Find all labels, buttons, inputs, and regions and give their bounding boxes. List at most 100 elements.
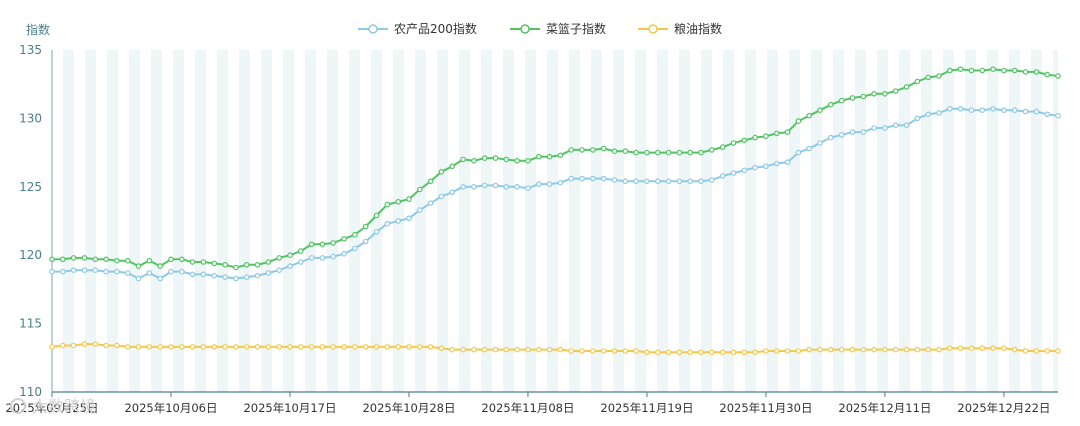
data-point[interactable] — [200, 271, 207, 278]
data-point[interactable] — [752, 349, 758, 356]
data-point[interactable] — [514, 346, 520, 353]
data-point[interactable] — [611, 348, 618, 354]
data-point[interactable] — [795, 118, 802, 124]
data-point[interactable] — [1055, 112, 1061, 119]
data-point[interactable] — [568, 147, 575, 153]
data-point[interactable] — [254, 272, 261, 279]
data-point[interactable] — [146, 344, 153, 350]
data-point[interactable] — [817, 107, 823, 114]
data-point[interactable] — [471, 184, 477, 190]
data-point[interactable] — [395, 218, 402, 224]
data-point[interactable] — [49, 256, 55, 263]
data-point[interactable] — [222, 274, 228, 280]
data-point[interactable] — [600, 348, 607, 354]
data-point[interactable] — [330, 240, 337, 246]
data-point[interactable] — [135, 344, 142, 350]
data-point[interactable] — [730, 349, 737, 356]
data-point[interactable] — [946, 345, 953, 352]
data-point[interactable] — [752, 164, 758, 171]
data-point[interactable] — [308, 255, 315, 261]
data-point[interactable] — [189, 344, 196, 350]
data-point[interactable] — [373, 229, 380, 235]
data-point[interactable] — [1055, 73, 1061, 79]
data-point[interactable] — [287, 252, 293, 259]
data-point[interactable] — [708, 177, 715, 183]
data-point[interactable] — [968, 107, 975, 114]
data-point[interactable] — [525, 185, 531, 192]
data-point[interactable] — [546, 181, 553, 187]
data-point[interactable] — [687, 178, 694, 185]
data-point[interactable] — [254, 344, 261, 350]
data-point[interactable] — [633, 348, 639, 354]
data-point[interactable] — [297, 259, 304, 265]
data-point[interactable] — [1044, 71, 1051, 78]
data-point[interactable] — [146, 270, 153, 276]
data-point[interactable] — [687, 349, 694, 356]
data-point[interactable] — [708, 147, 715, 153]
data-point[interactable] — [903, 122, 910, 129]
data-point[interactable] — [297, 248, 304, 254]
data-point[interactable] — [438, 193, 445, 200]
data-point[interactable] — [135, 263, 142, 269]
data-point[interactable] — [860, 346, 867, 353]
data-point[interactable] — [492, 346, 499, 353]
data-point[interactable] — [654, 149, 661, 156]
data-point[interactable] — [676, 349, 683, 356]
data-point[interactable] — [460, 156, 466, 163]
data-point[interactable] — [990, 106, 996, 112]
data-point[interactable] — [763, 348, 769, 354]
data-point[interactable] — [719, 144, 726, 150]
data-point[interactable] — [179, 256, 185, 263]
data-point[interactable] — [806, 145, 813, 152]
data-point[interactable] — [341, 236, 347, 242]
data-point[interactable] — [525, 346, 531, 353]
data-point[interactable] — [146, 257, 153, 264]
data-point[interactable] — [698, 178, 704, 185]
data-point[interactable] — [871, 91, 877, 97]
data-point[interactable] — [406, 196, 412, 202]
data-point[interactable] — [179, 344, 185, 350]
data-point[interactable] — [838, 346, 845, 353]
data-point[interactable] — [741, 137, 748, 144]
data-point[interactable] — [503, 346, 510, 353]
data-point[interactable] — [406, 215, 412, 222]
data-point[interactable] — [1044, 348, 1051, 354]
data-point[interactable] — [416, 207, 423, 213]
data-point[interactable] — [406, 344, 412, 350]
data-point[interactable] — [946, 67, 953, 74]
data-point[interactable] — [287, 263, 293, 269]
data-point[interactable] — [114, 257, 120, 264]
data-point[interactable] — [752, 134, 758, 141]
data-point[interactable] — [957, 66, 964, 73]
data-point[interactable] — [827, 101, 834, 108]
data-point[interactable] — [222, 261, 228, 268]
data-point[interactable] — [287, 344, 293, 350]
data-point[interactable] — [719, 349, 726, 356]
data-point[interactable] — [254, 261, 261, 268]
data-point[interactable] — [644, 149, 650, 156]
data-point[interactable] — [395, 344, 402, 350]
data-point[interactable] — [871, 125, 877, 131]
data-point[interactable] — [892, 88, 899, 94]
data-point[interactable] — [600, 175, 607, 182]
data-point[interactable] — [925, 346, 932, 353]
data-point[interactable] — [103, 342, 109, 349]
data-point[interactable] — [200, 259, 207, 265]
data-point[interactable] — [189, 259, 196, 265]
data-point[interactable] — [633, 149, 639, 156]
data-point[interactable] — [914, 346, 921, 353]
data-point[interactable] — [471, 346, 477, 353]
data-point[interactable] — [1011, 67, 1018, 74]
data-point[interactable] — [243, 344, 250, 350]
data-point[interactable] — [427, 178, 434, 185]
data-point[interactable] — [990, 345, 996, 352]
data-point[interactable] — [730, 140, 737, 146]
data-point[interactable] — [557, 152, 564, 159]
data-point[interactable] — [1044, 111, 1051, 118]
data-point[interactable] — [481, 182, 488, 189]
data-point[interactable] — [698, 349, 704, 356]
data-point[interactable] — [460, 346, 466, 353]
data-point[interactable] — [925, 74, 932, 81]
data-point[interactable] — [968, 67, 975, 74]
data-point[interactable] — [103, 256, 109, 263]
